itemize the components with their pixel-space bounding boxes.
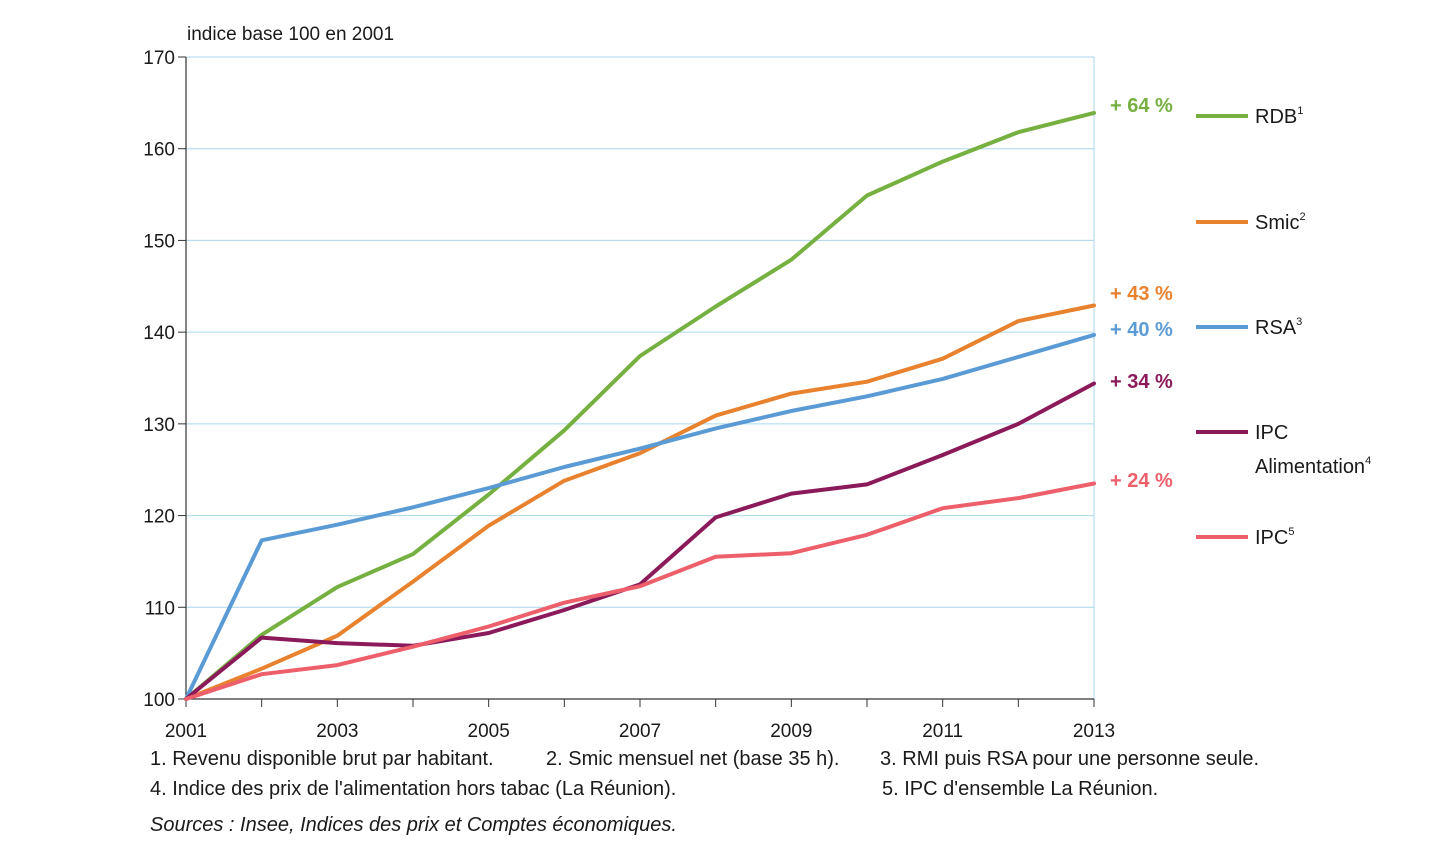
- axes: 100 110 120 130 140 150 160 170 2001 2003 2005 2007…: [143, 48, 1115, 742]
- end-label-2: + 40 %: [1110, 319, 1173, 341]
- y-tick-label-110: 110: [145, 598, 175, 619]
- end-label-1: + 43 %: [1110, 283, 1173, 305]
- x-tick-label-2009: 2009: [770, 721, 812, 742]
- x-tick-label-2003: 2003: [316, 721, 358, 742]
- x-tick-label-2011: 2011: [922, 721, 963, 742]
- legend-item-1: Smic2: [1196, 211, 1306, 234]
- end-label-4: + 24 %: [1110, 470, 1173, 492]
- legend-item-3: IPC Alimentation4: [1196, 422, 1371, 478]
- grid-lines: [186, 56, 1095, 699]
- legend-label-0: RDB1: [1255, 105, 1303, 128]
- legend-label-3-line2: Alimentation4: [1255, 455, 1371, 478]
- y-tick-label-140: 140: [143, 323, 175, 344]
- series-lines: [184, 110, 1096, 701]
- y-tick-label-150: 150: [143, 231, 175, 252]
- series-line-3: [184, 381, 1096, 701]
- legend-label-2: RSA3: [1255, 316, 1302, 339]
- x-tick-label-2001: 2001: [165, 721, 207, 742]
- legend-label-3: IPC: [1255, 422, 1288, 444]
- y-tick-label-170: 170: [143, 48, 175, 69]
- y-tick-label-130: 130: [143, 415, 175, 436]
- legend-label-4: IPC5: [1255, 526, 1294, 549]
- series-line-1: [184, 303, 1096, 701]
- series-line-4: [184, 481, 1096, 701]
- footnote-3: 3. RMI puis RSA pour une personne seule.: [880, 748, 1260, 770]
- legend-item-4: IPC5: [1196, 526, 1294, 549]
- end-label-3: + 34 %: [1110, 371, 1173, 393]
- y-unit-label: indice base 100 en 2001: [187, 24, 394, 45]
- end-label-0: + 64 %: [1110, 95, 1173, 117]
- series-line-0: [184, 110, 1096, 701]
- x-tick-label-2005: 2005: [468, 721, 510, 742]
- x-tick-label-2007: 2007: [619, 721, 661, 742]
- footnote-4: 4. Indice des prix de l'alimentation hor…: [150, 778, 677, 800]
- footnote-2: 2. Smic mensuel net (base 35 h).: [546, 748, 840, 770]
- legend-item-2: RSA3: [1196, 316, 1302, 339]
- y-tick-label-120: 120: [143, 507, 175, 528]
- source-note: Sources : Insee, Indices des prix et Com…: [150, 814, 677, 836]
- end-labels: + 64 % + 43 % + 40 % + 34 % + 24 %: [1110, 95, 1173, 492]
- footnote-1: 1. Revenu disponible brut par habitant.: [150, 748, 494, 770]
- legend: RDB1 Smic2 RSA3 IPC Alimentation4 IPC5: [1196, 105, 1371, 549]
- y-tick-label-100: 100: [143, 690, 175, 711]
- y-tick-label-160: 160: [143, 140, 175, 161]
- legend-item-0: RDB1: [1196, 105, 1303, 128]
- series-line-2: [184, 332, 1096, 701]
- x-tick-label-2013: 2013: [1073, 721, 1115, 742]
- legend-label-1: Smic2: [1255, 211, 1306, 234]
- footnote-5: 5. IPC d'ensemble La Réunion.: [882, 778, 1159, 800]
